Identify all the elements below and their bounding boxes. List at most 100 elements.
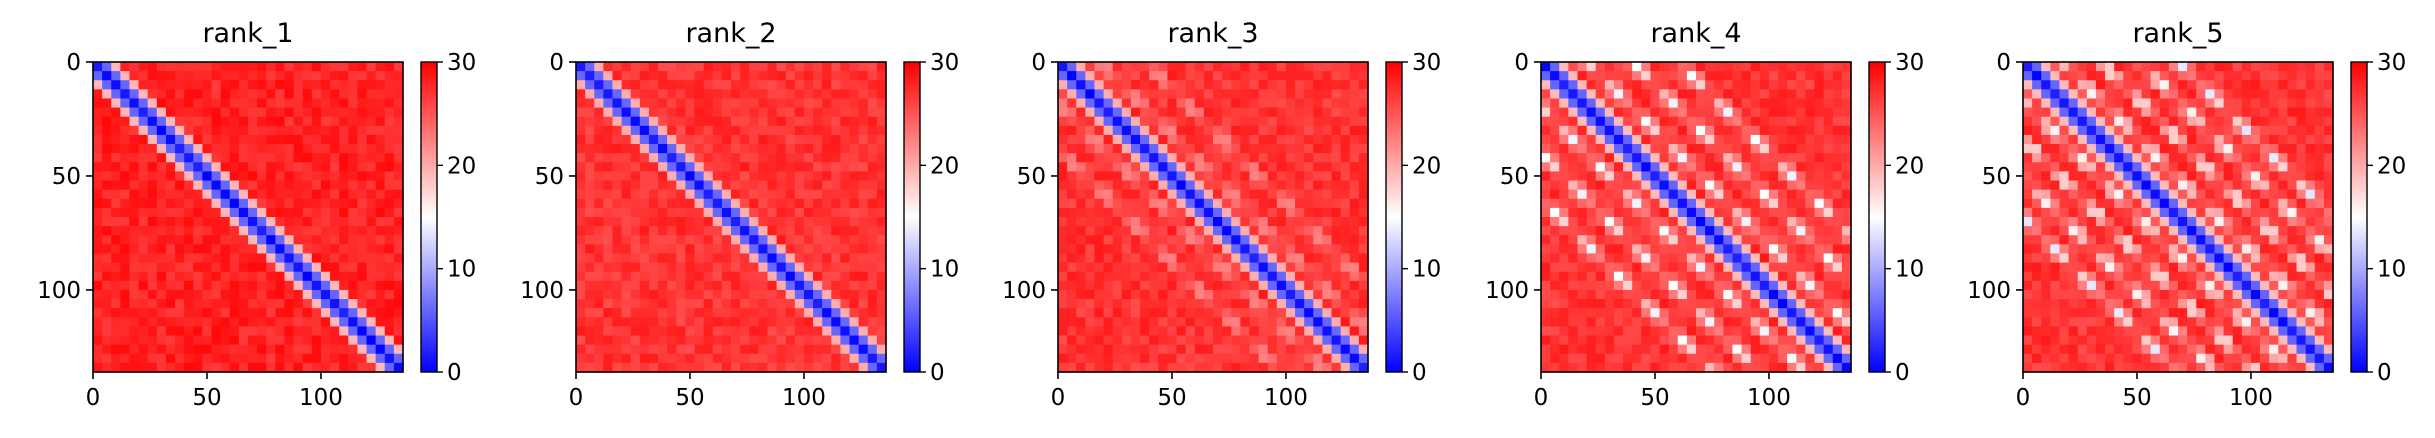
heatmap-cell bbox=[156, 244, 167, 255]
heatmap-cell bbox=[1559, 217, 1569, 227]
heatmap-cell bbox=[831, 353, 842, 364]
heatmap-cell bbox=[1067, 317, 1077, 328]
heatmap-cell bbox=[813, 326, 823, 337]
heatmap-cell bbox=[1559, 280, 1569, 291]
heatmap-cell bbox=[785, 217, 796, 227]
heatmap-cell bbox=[1641, 144, 1652, 154]
heatmap-cell bbox=[603, 344, 614, 355]
heatmap-cell bbox=[1823, 180, 1834, 191]
heatmap-cell bbox=[794, 299, 805, 309]
heatmap-cell bbox=[1103, 180, 1114, 191]
heatmap-cell bbox=[184, 144, 194, 154]
heatmap-cell bbox=[284, 344, 295, 355]
heatmap-cell bbox=[1349, 217, 1360, 227]
heatmap-cell bbox=[1176, 271, 1187, 282]
heatmap-cell bbox=[129, 153, 140, 163]
heatmap-cell bbox=[1796, 235, 1807, 245]
heatmap-cell bbox=[175, 353, 185, 364]
heatmap-cell bbox=[721, 235, 732, 245]
heatmap-cell bbox=[1194, 271, 1205, 282]
heatmap-cell bbox=[311, 207, 322, 218]
heatmap-cell bbox=[1176, 198, 1187, 209]
heatmap-cell bbox=[1158, 162, 1169, 173]
heatmap-cell bbox=[648, 80, 659, 90]
heatmap-cell bbox=[1185, 71, 1196, 81]
heatmap-cell bbox=[1705, 80, 1715, 90]
heatmap-cell bbox=[731, 180, 741, 191]
heatmap-cell bbox=[803, 362, 814, 373]
heatmap-cell bbox=[1295, 217, 1305, 227]
heatmap-cell bbox=[667, 116, 677, 127]
heatmap-cell bbox=[831, 335, 842, 346]
heatmap-cell bbox=[2269, 80, 2279, 90]
heatmap-cell bbox=[1258, 107, 1269, 118]
heatmap-cell bbox=[1358, 125, 1369, 136]
heatmap-cell bbox=[594, 107, 604, 118]
heatmap-cell bbox=[1778, 280, 1788, 291]
heatmap-cell bbox=[2232, 107, 2243, 118]
heatmap-cell bbox=[1841, 262, 1852, 273]
heatmap-cell bbox=[2077, 89, 2088, 100]
heatmap-cell bbox=[648, 226, 659, 236]
heatmap-cell bbox=[1203, 116, 1214, 127]
heatmap-cell bbox=[366, 280, 377, 291]
heatmap-cell bbox=[1112, 308, 1123, 318]
heatmap-cell bbox=[1787, 198, 1797, 209]
heatmap-cell bbox=[585, 235, 595, 245]
heatmap-cell bbox=[1130, 253, 1141, 264]
heatmap-cell bbox=[1313, 317, 1324, 328]
heatmap-cell bbox=[165, 308, 176, 318]
heatmap-cell bbox=[1787, 80, 1797, 90]
heatmap-cell bbox=[1723, 335, 1734, 346]
heatmap-cell bbox=[1541, 207, 1551, 218]
heatmap-cell bbox=[1276, 180, 1287, 191]
heatmap-cell bbox=[612, 271, 623, 282]
heatmap-cell bbox=[1085, 362, 1096, 373]
heatmap-cell bbox=[1267, 98, 1278, 109]
heatmap-cell bbox=[138, 116, 149, 127]
heatmap-cell bbox=[211, 362, 222, 373]
heatmap-cell bbox=[1213, 326, 1223, 337]
heatmap-cell bbox=[822, 226, 832, 236]
heatmap-cell bbox=[1067, 62, 1077, 72]
heatmap-cell bbox=[676, 235, 687, 245]
heatmap-cell bbox=[1586, 353, 1597, 364]
heatmap-cell bbox=[749, 98, 759, 109]
heatmap-cell bbox=[585, 244, 595, 255]
heatmap-cell bbox=[1623, 335, 1633, 346]
heatmap-cell bbox=[1541, 98, 1551, 109]
heatmap-cell bbox=[330, 280, 340, 291]
heatmap-cell bbox=[585, 98, 595, 109]
heatmap-cell bbox=[1650, 189, 1661, 200]
heatmap-cell bbox=[1541, 116, 1551, 127]
heatmap-cell bbox=[630, 308, 641, 318]
heatmap-cell bbox=[320, 116, 331, 127]
heatmap-cell bbox=[740, 217, 750, 227]
heatmap-cell bbox=[1595, 71, 1606, 81]
heatmap-cell bbox=[1349, 144, 1360, 154]
heatmap-cell bbox=[1768, 125, 1779, 136]
heatmap-cell bbox=[293, 144, 304, 154]
heatmap-cell bbox=[1768, 171, 1779, 182]
heatmap-cell bbox=[585, 71, 595, 81]
heatmap-cell bbox=[1741, 107, 1752, 118]
heatmap-cell bbox=[621, 134, 632, 145]
heatmap-cell bbox=[1103, 362, 1114, 373]
heatmap-cell bbox=[229, 116, 240, 127]
heatmap-cell bbox=[111, 98, 121, 109]
heatmap-cell bbox=[1750, 71, 1761, 81]
heatmap-cell bbox=[102, 116, 112, 127]
heatmap-cell bbox=[1632, 134, 1642, 145]
heatmap-cell bbox=[229, 299, 240, 309]
heatmap-cell bbox=[685, 362, 696, 373]
heatmap-cell bbox=[1222, 89, 1232, 100]
heatmap-cell bbox=[703, 308, 714, 318]
panel-title: rank_5 bbox=[2132, 18, 2223, 49]
heatmap-cell bbox=[1541, 89, 1551, 100]
heatmap-cell bbox=[257, 62, 267, 72]
heatmap-cell bbox=[1659, 235, 1670, 245]
heatmap-cell bbox=[585, 353, 595, 364]
heatmap-cell bbox=[129, 262, 140, 273]
heatmap-cell bbox=[120, 344, 131, 355]
heatmap-cell bbox=[1541, 107, 1551, 118]
